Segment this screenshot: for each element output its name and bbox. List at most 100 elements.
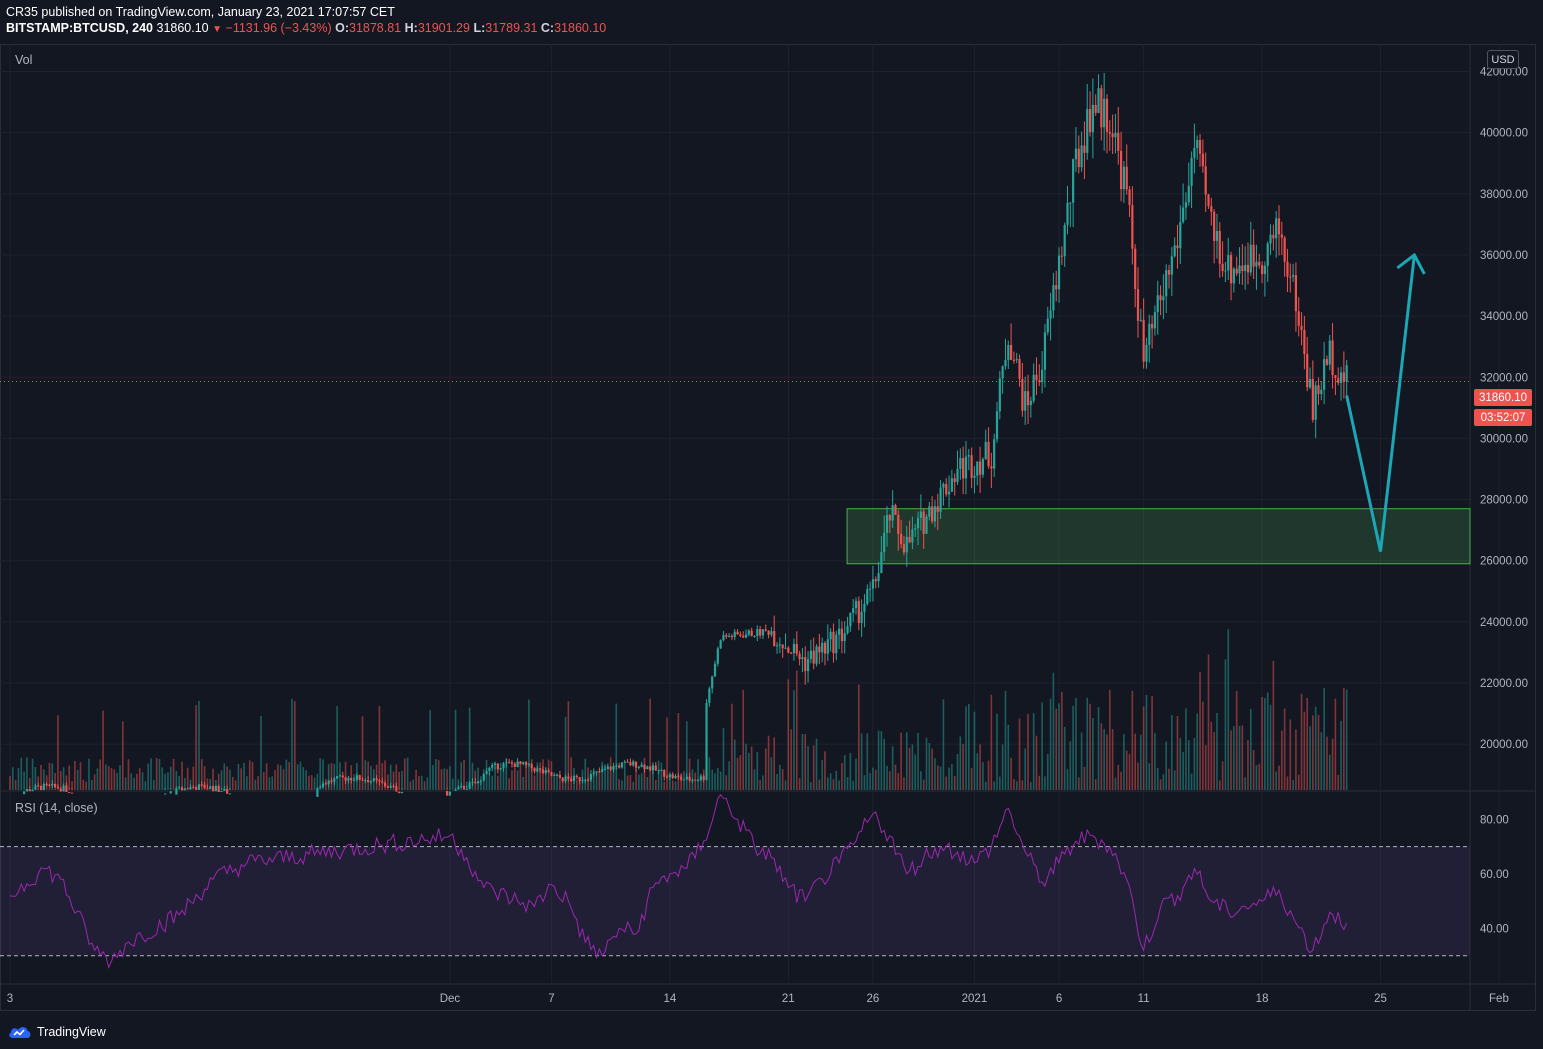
volume-bar (466, 781, 468, 790)
chart-header: CR35 published on TradingView.com, Janua… (6, 4, 606, 38)
volume-bars (9, 629, 1348, 790)
volume-bar (1021, 780, 1024, 790)
candle-body (1015, 359, 1018, 361)
candle-body (733, 631, 736, 638)
volume-bar (254, 779, 257, 790)
volume-bar (694, 772, 697, 790)
candle-body (931, 506, 934, 522)
time-tick-label: 2021 (962, 993, 988, 1005)
volume-bar (607, 766, 609, 790)
candle-body (863, 603, 866, 612)
candle-body (821, 642, 824, 653)
candle-body (1100, 88, 1103, 128)
tradingview-logo[interactable]: TradingView (8, 1025, 106, 1039)
volume-bar (1238, 725, 1241, 790)
volume-bar (426, 777, 429, 790)
volume-bar (184, 778, 186, 790)
volume-bar (764, 748, 767, 790)
volume-bar (1151, 696, 1153, 790)
candle-body (933, 506, 937, 522)
volume-bar (1171, 715, 1173, 790)
candle-body (728, 635, 731, 637)
candle-body (939, 487, 942, 512)
volume-bar (1046, 753, 1049, 790)
volume-bar (231, 776, 234, 790)
volume-bar (409, 781, 412, 790)
volume-bar (686, 721, 688, 790)
volume-bar (372, 769, 375, 790)
candle-body (806, 659, 810, 672)
volume-bar (1247, 740, 1249, 790)
volume-bar (17, 767, 20, 790)
volume-bar (138, 768, 141, 790)
price-tick-label: 36000.00 (1480, 250, 1528, 262)
volume-bar (1137, 762, 1139, 790)
down-triangle-icon: ▼ (212, 24, 223, 35)
candle-body (871, 579, 875, 589)
candle-body (956, 468, 959, 483)
candle-body (620, 762, 624, 768)
candle-body (905, 536, 908, 553)
volume-bar (195, 705, 197, 790)
grid (0, 44, 1500, 984)
price-tick-label: 30000.00 (1480, 433, 1528, 445)
candle-body (919, 511, 922, 518)
candle-body (998, 378, 1001, 412)
time-tick-label: 7 (548, 993, 554, 1005)
candle-body (1275, 218, 1278, 239)
candle-body (1272, 234, 1275, 239)
volume-bar (401, 770, 403, 790)
volume-bar (999, 776, 1001, 790)
volume-bar (169, 766, 172, 790)
volume-bar (1063, 726, 1066, 790)
candle-body (911, 529, 914, 543)
volume-bar (1204, 745, 1207, 790)
candle-body (770, 631, 773, 635)
currency-badge[interactable]: USD (1487, 50, 1519, 69)
volume-bar (683, 771, 685, 790)
volume-bar (40, 764, 42, 790)
candle-body (561, 777, 564, 782)
volume-bar (519, 761, 522, 790)
volume-bar (398, 771, 400, 790)
candle-body (1128, 189, 1131, 206)
volume-bar (37, 776, 39, 790)
volume-bar (71, 781, 73, 790)
publisher-line: CR35 published on TradingView.com, Janua… (6, 5, 395, 19)
candle-body (1151, 323, 1154, 329)
volume-bar (832, 779, 835, 790)
volume-bar (57, 715, 59, 790)
volume-bar (74, 760, 76, 790)
candle-body (818, 646, 821, 653)
volume-bar (1187, 740, 1190, 790)
candle-body (888, 515, 891, 521)
volume-bar (1111, 729, 1114, 790)
volume-bar (130, 773, 133, 790)
volume-bar (951, 764, 953, 790)
volume-bar (65, 775, 68, 790)
candle-body (967, 455, 970, 457)
volume-bar (23, 771, 25, 790)
volume-bar (136, 773, 138, 790)
candle-body (990, 466, 993, 469)
volume-bar (725, 775, 728, 790)
candle-body (1131, 205, 1134, 249)
candle-body (1224, 270, 1227, 272)
volume-bar (590, 779, 592, 790)
volume-bar (567, 701, 570, 790)
candle-body (1339, 372, 1343, 383)
candle-body (1148, 323, 1151, 345)
volume-bar (124, 777, 127, 790)
volume-bar (203, 766, 206, 790)
volume-bar (1337, 774, 1340, 790)
volume-bar (361, 716, 364, 790)
candle-body (31, 789, 34, 792)
volume-bar (880, 731, 883, 790)
symbol-label[interactable]: BITSTAMP:BTCUSD, 240 (6, 21, 154, 35)
volume-bar (860, 733, 863, 790)
candle-body (970, 455, 973, 478)
volume-bar (497, 775, 499, 790)
volume-bar (968, 703, 970, 790)
candle-body (1213, 211, 1216, 241)
